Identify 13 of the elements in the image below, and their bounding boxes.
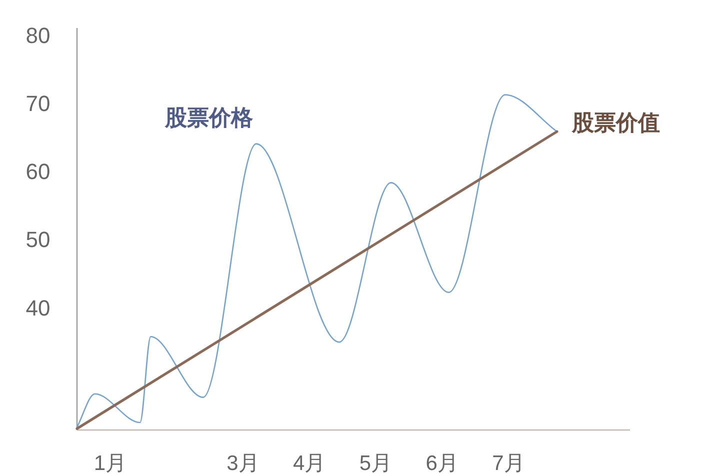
y-tick-label: 70 (26, 90, 50, 116)
y-tick-label: 50 (26, 227, 50, 252)
x-tick-label: 3月 (226, 452, 260, 474)
x-tick-label: 7月 (492, 452, 525, 474)
x-tick-label: 4月 (293, 452, 326, 474)
x-tick-label: 1月 (94, 452, 127, 474)
y-tick-label: 80 (26, 22, 50, 48)
series-label: 股票价格 (164, 105, 254, 130)
x-tick-label: 6月 (426, 452, 458, 474)
y-tick-label: 40 (26, 295, 50, 320)
y-tick-label: 60 (26, 159, 50, 184)
x-tick-label: 5月 (359, 452, 392, 474)
series-label: 股票价值 (571, 110, 660, 135)
